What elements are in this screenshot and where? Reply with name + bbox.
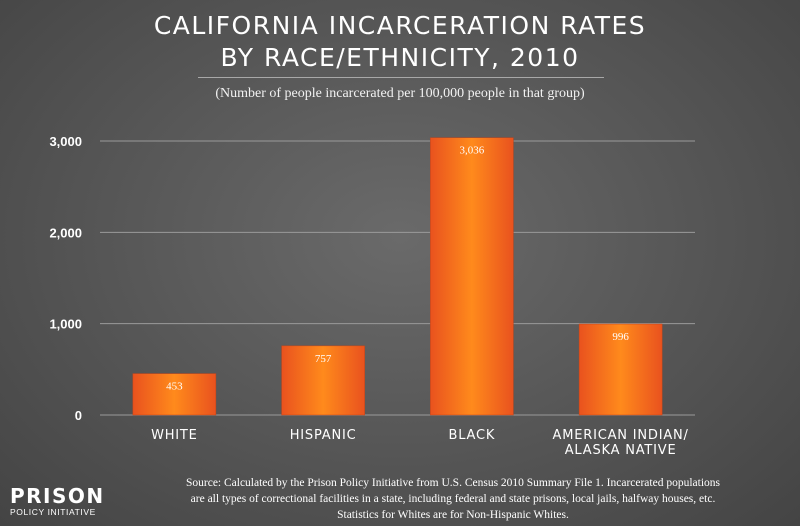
bar-value-label-1: 757 xyxy=(315,353,332,365)
logo-top-text: PRISON xyxy=(10,484,105,508)
x-category-label-0-0: WHITE xyxy=(151,428,198,443)
source-line-1: Source: Calculated by the Prison Policy … xyxy=(185,477,720,489)
source-line-2: are all types of correctional facilities… xyxy=(190,493,716,505)
chart-subtitle: (Number of people incarcerated per 100,0… xyxy=(215,86,585,101)
x-category-label-3-1: ALASKA NATIVE xyxy=(565,443,677,458)
chart-title-line-1: CALIFORNIA INCARCERATION RATES xyxy=(153,11,647,40)
y-tick-label-3: 3,000 xyxy=(49,134,82,149)
y-tick-label-2: 2,000 xyxy=(49,225,82,240)
bar-1 xyxy=(281,345,365,416)
bar-3 xyxy=(578,323,663,416)
y-tick-label-0: 0 xyxy=(75,408,82,423)
bar-2 xyxy=(430,137,514,416)
bar-0 xyxy=(132,373,217,416)
y-tick-label-1: 1,000 xyxy=(49,317,82,332)
x-category-label-2-0: BLACK xyxy=(449,428,496,443)
logo-bottom-text: POLICY INITIATIVE xyxy=(10,507,96,517)
source-line-3: Statistics for Whites are for Non-Hispan… xyxy=(337,509,569,521)
source-note: Source: Calculated by the Prison Policy … xyxy=(112,475,794,523)
x-category-label-3-0: AMERICAN INDIAN/ xyxy=(553,428,689,443)
bar-value-label-3: 996 xyxy=(612,331,629,343)
prison-policy-initiative-logo: PRISON POLICY INITIATIVE xyxy=(10,486,105,518)
bar-value-label-0: 453 xyxy=(166,381,183,393)
title-divider xyxy=(198,77,604,78)
chart-title-line-2: BY RACE/ETHNICITY, 2010 xyxy=(220,43,580,72)
x-category-label-1-0: HISPANIC xyxy=(290,428,357,443)
bar-value-label-2: 3,036 xyxy=(460,145,485,157)
